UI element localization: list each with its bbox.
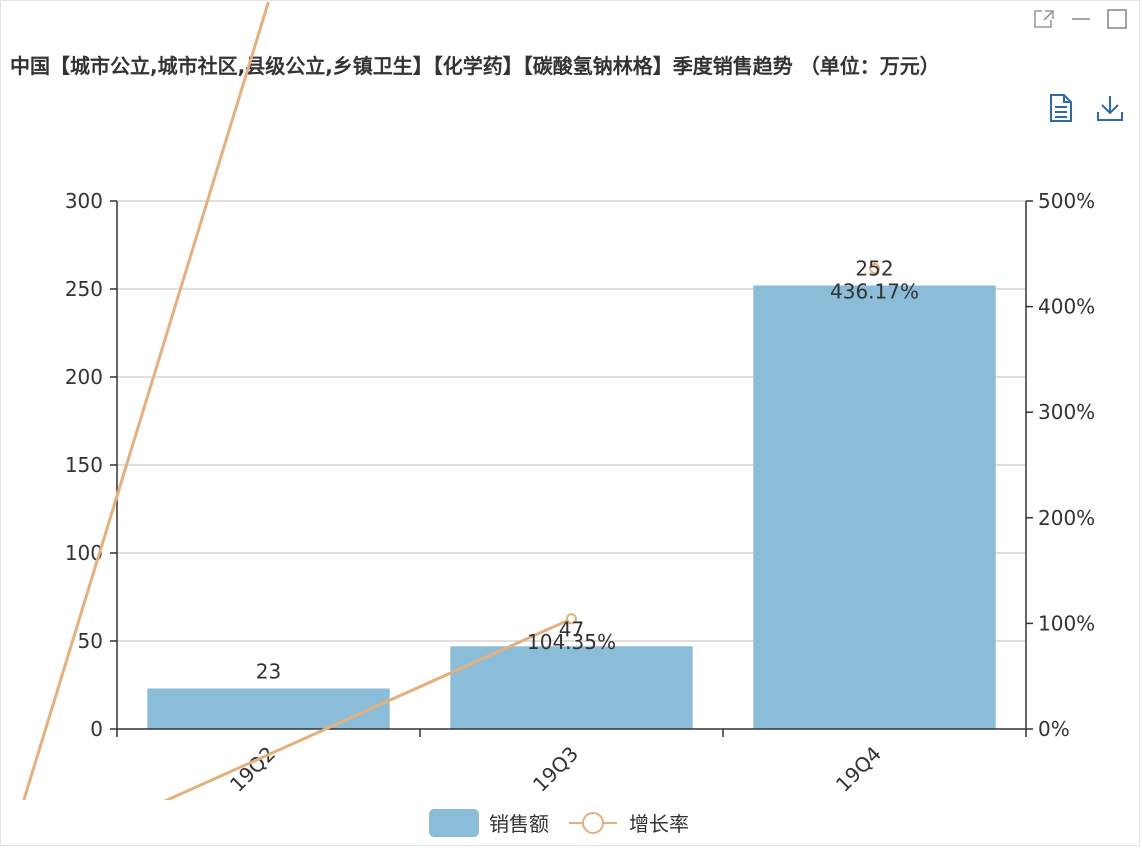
y-left-tick-label: 50 xyxy=(78,629,103,653)
data-view-icon[interactable] xyxy=(1048,93,1074,127)
bar xyxy=(147,688,390,729)
bar xyxy=(753,285,996,729)
bar xyxy=(450,646,693,729)
y-right-tick-label: 0% xyxy=(1038,717,1070,741)
x-tick-label: 19Q3 xyxy=(528,742,583,797)
combo-chart: 0501001502002503000%100%200%300%400%500%… xyxy=(22,1,1095,800)
chart-title: 中国【城市公立,城市社区,县级公立,乡镇卫生】【化学药】【碳酸氢钠林格】季度销售… xyxy=(10,54,940,78)
y-left-tick-label: 0 xyxy=(90,717,103,741)
growth-point xyxy=(869,262,880,274)
y-right-tick-label: 100% xyxy=(1038,611,1095,635)
legend-item-line[interactable]: 增长率 xyxy=(567,808,689,837)
line-series xyxy=(22,1,880,800)
data-labels: 23 47 252 104.35% 436.17% xyxy=(256,256,919,683)
download-icon[interactable] xyxy=(1096,93,1124,127)
growth-point xyxy=(566,613,577,625)
bar-value-label: 47 xyxy=(559,617,584,641)
y-left-tick-label: 300 xyxy=(65,189,103,213)
minimize-icon[interactable] xyxy=(1070,8,1092,34)
legend-item-bar[interactable]: 销售额 xyxy=(429,808,549,837)
chart-toolbox xyxy=(1048,93,1124,127)
y-right-tick-label: 500% xyxy=(1038,189,1095,213)
y-right-tick-label: 400% xyxy=(1038,295,1095,319)
y-right-tick-label: 300% xyxy=(1038,400,1095,424)
legend: 销售额 增长率 xyxy=(429,808,689,837)
y-left-tick-label: 200 xyxy=(65,365,103,389)
growth-line xyxy=(22,1,573,800)
growth-value-label: 104.35% xyxy=(527,630,616,654)
window-controls xyxy=(1032,8,1128,34)
growth-value-label: 436.17% xyxy=(830,279,919,303)
y-right-tick-label: 200% xyxy=(1038,506,1095,530)
legend-line-label: 增长率 xyxy=(629,812,689,836)
bar-value-label: 23 xyxy=(256,660,281,684)
legend-bar-label: 销售额 xyxy=(489,812,549,836)
legend-bar-swatch xyxy=(429,808,479,837)
maximize-icon[interactable] xyxy=(1106,8,1128,34)
y-left-tick-label: 150 xyxy=(65,453,103,477)
bar-series xyxy=(147,285,996,729)
external-link-icon[interactable] xyxy=(1032,8,1056,34)
legend-line-swatch xyxy=(569,811,617,834)
y-left-tick-label: 250 xyxy=(65,277,103,301)
bar-value-label: 252 xyxy=(855,256,893,280)
x-tick-label: 19Q4 xyxy=(831,742,886,797)
axes: 0501001502002503000%100%200%300%400%500%… xyxy=(65,189,1095,797)
